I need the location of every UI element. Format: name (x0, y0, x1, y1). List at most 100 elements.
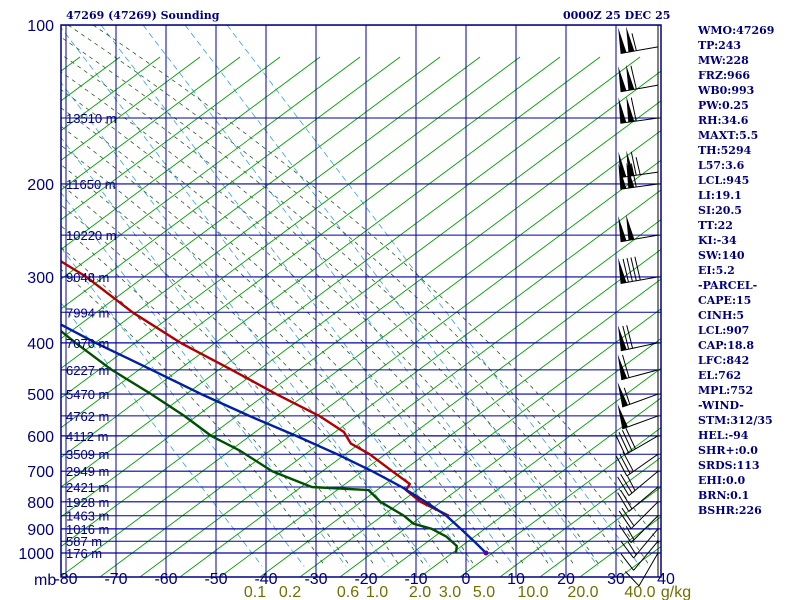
pressure-tick-label: 200 (27, 177, 54, 194)
pressure-tick-label: 100 (27, 18, 54, 35)
index-item: SW:140 (698, 249, 745, 262)
index-item: WMO:47269 (698, 24, 775, 37)
dry-adiabat (61, 56, 401, 310)
index-item: WB0:993 (698, 84, 755, 97)
index-item: MW:228 (698, 54, 749, 67)
index-item: STM:312/35 (698, 414, 773, 427)
wind-barb (618, 256, 659, 285)
sounding-time: 0000Z 25 DEC 25 (563, 9, 671, 22)
height-level-label: 6227 m (66, 363, 109, 378)
height-level-label: 1463 m (66, 509, 109, 524)
temperature-tick-label: 40 (657, 571, 675, 588)
index-item: LI:19.1 (698, 189, 742, 202)
index-item: -WIND- (698, 399, 744, 412)
dry-adiabat (61, 56, 321, 250)
temperature-tick-label: 10 (507, 571, 525, 588)
index-item: SI:20.5 (698, 204, 742, 217)
temperature-tick-label: -30 (304, 571, 327, 588)
pressure-tick-label: 600 (27, 429, 54, 446)
index-item: TT:22 (698, 219, 733, 232)
height-level-label: 4762 m (66, 409, 109, 424)
pressure-tick-label: 700 (27, 464, 54, 481)
height-level-label: 2949 m (66, 464, 109, 479)
height-level-label: 1928 m (66, 495, 109, 510)
parcel-surface-point (483, 550, 489, 556)
height-level-label: 3509 m (66, 447, 109, 462)
height-level-label: 4112 m (66, 429, 108, 444)
station-title: 47269 (47269) Sounding (66, 9, 220, 22)
temperature-tick-label: -50 (204, 571, 227, 588)
mixing-ratio-label: 5.0 (473, 584, 495, 600)
pressure-tick-label: 300 (27, 270, 54, 287)
temperature-tick-label: -40 (254, 571, 277, 588)
index-item: MAXT:5.5 (698, 129, 759, 142)
index-item: MPL:752 (698, 384, 754, 397)
dry-adiabat (61, 100, 661, 548)
height-level-label: 5470 m (66, 387, 109, 402)
temperature-tick-label: -70 (104, 571, 127, 588)
dry-adiabat (179, 219, 661, 577)
dry-adiabat (61, 56, 281, 221)
dry-adiabat (61, 56, 201, 161)
pressure-unit-label: mb (34, 572, 56, 589)
plot-frame (60, 24, 662, 578)
temperature-tick-label: -10 (404, 571, 427, 588)
wind-barb (617, 403, 659, 430)
height-level-label: 9048 m (66, 270, 109, 285)
height-level-label: 587 m (66, 534, 102, 549)
stability-indices: WMO:47269 TP:243 MW:228 FRZ:966 WB0:993 PW:0.… (698, 23, 774, 518)
index-item: EL:762 (698, 369, 742, 382)
mixing-ratio-label: 0.2 (279, 584, 301, 600)
height-level-label: 1016 m (66, 522, 109, 537)
dry-adiabat (539, 486, 661, 577)
pressure-tick-label: 1000 (18, 546, 54, 563)
wind-barb (617, 486, 659, 512)
dry-adiabat (379, 367, 661, 577)
mixing-ratio-label: 10.0 (517, 584, 548, 600)
mixing-ratio-label: 3.0 (439, 584, 461, 600)
index-item: CAPE:15 (698, 294, 752, 307)
height-level-label: 11650 m (66, 177, 116, 192)
mixing-ratio-label: 2.0 (409, 584, 431, 600)
wind-barb (617, 470, 659, 497)
grid (61, 25, 661, 577)
index-item: HEL:-94 (698, 429, 749, 442)
wind-barbs (615, 25, 659, 587)
index-item: SHR+:0.0 (698, 444, 758, 457)
wind-barb (617, 381, 659, 408)
temperature-tick-label: -20 (354, 571, 377, 588)
index-item: CINH:5 (698, 309, 745, 322)
dry-adiabat (61, 56, 241, 191)
wind-barb (618, 96, 659, 124)
profiles (61, 259, 489, 556)
index-item: EHI:0.0 (698, 474, 746, 487)
dry-adiabat (61, 56, 481, 369)
index-item: FRZ:966 (698, 69, 751, 82)
index-item: RH:34.6 (698, 114, 749, 127)
wind-barb (618, 150, 659, 178)
wind-barb (615, 451, 659, 477)
index-item: L57:3.6 (698, 159, 745, 172)
wind-barb (620, 528, 659, 559)
dry-adiabat (459, 427, 661, 577)
moist-adiabat (61, 246, 351, 567)
dry-adiabat (259, 278, 661, 577)
dry-adiabat (780, 57, 800, 577)
height-level-label: 7070 m (66, 336, 109, 351)
pressure-tick-label: 500 (27, 387, 54, 404)
dry-adiabat (61, 56, 561, 429)
index-item: TH:5294 (698, 144, 752, 157)
index-item: LCL:945 (698, 174, 750, 187)
index-item: LFC:842 (698, 354, 750, 367)
height-level-label: 7994 m (66, 305, 109, 320)
temperature-tick-label: 0 (462, 571, 471, 588)
index-item: TP:243 (698, 39, 742, 52)
dry-adiabat (499, 456, 661, 577)
mixing-ratio-label: 1.0 (366, 584, 388, 600)
wind-barb (620, 540, 659, 571)
wind-barb (618, 515, 659, 543)
height-level-label: 10220 m (66, 228, 117, 243)
dry-adiabat (61, 56, 361, 280)
